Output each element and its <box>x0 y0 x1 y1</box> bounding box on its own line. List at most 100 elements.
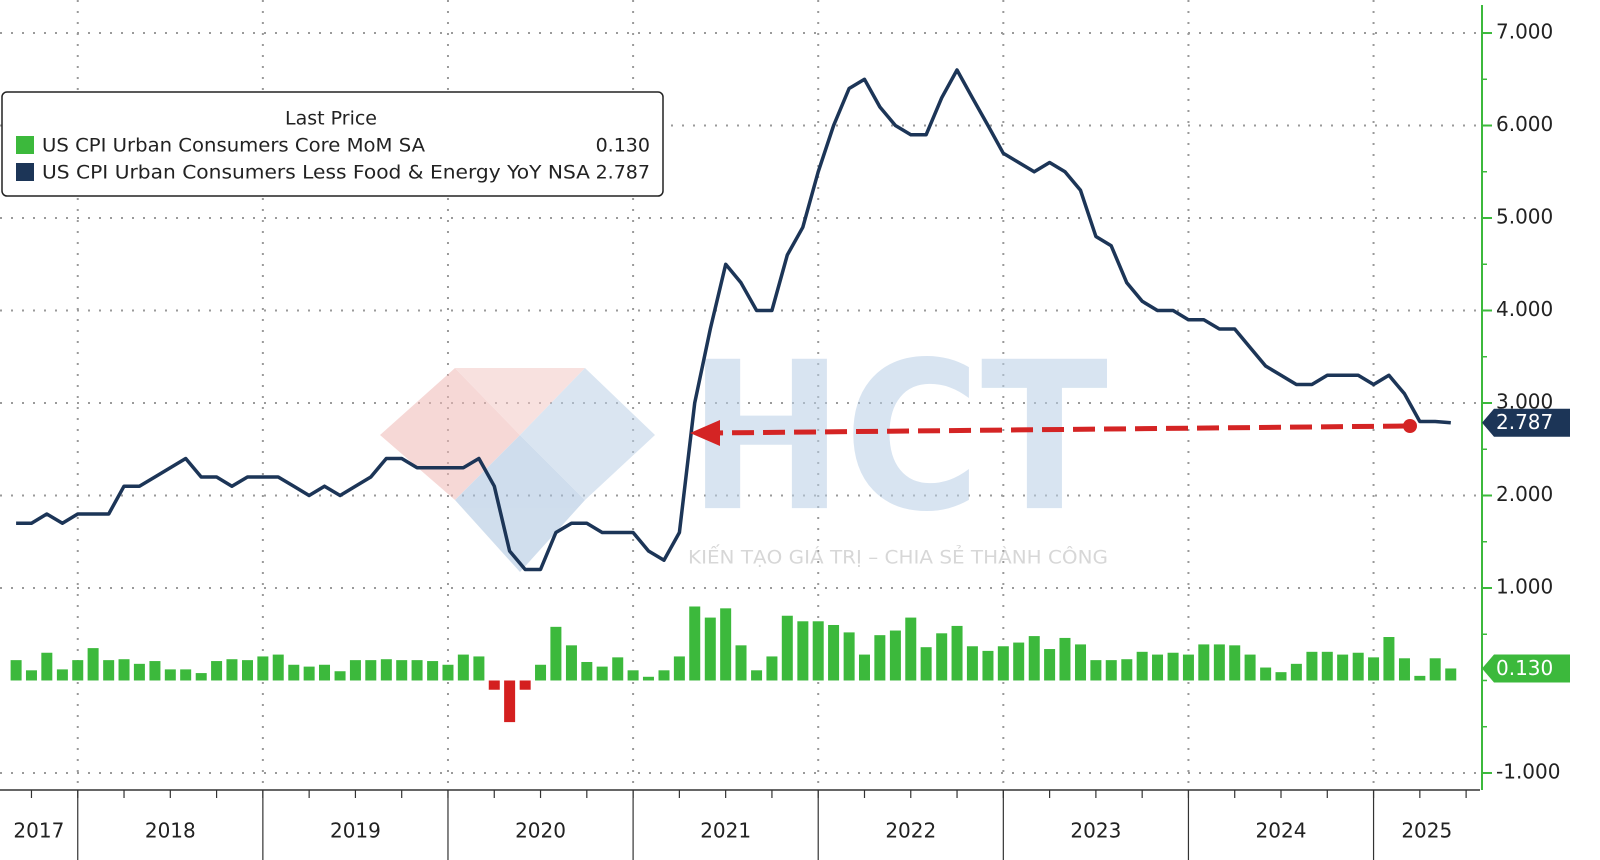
bar <box>1229 645 1241 681</box>
bar <box>396 660 408 681</box>
bar <box>1136 651 1148 681</box>
bar <box>195 673 207 681</box>
bar <box>1321 651 1333 681</box>
bar <box>1445 668 1457 681</box>
logo-shape <box>380 368 520 435</box>
bar <box>751 670 763 681</box>
x-tick-label: 2024 <box>1256 819 1307 843</box>
bar <box>272 654 284 681</box>
x-tick-label: 2017 <box>13 819 64 843</box>
bar <box>149 661 161 681</box>
bar <box>920 647 932 681</box>
legend-title: Last Price <box>285 108 377 130</box>
bar <box>936 633 948 681</box>
arrow-line <box>711 423 1406 436</box>
bar <box>1013 642 1025 681</box>
legend-swatch <box>16 163 34 181</box>
bar <box>1352 652 1364 681</box>
bar <box>550 626 562 681</box>
annotation-arrow <box>690 419 1417 446</box>
arrow-dot <box>1403 419 1417 433</box>
bar <box>25 670 37 681</box>
bar <box>349 660 361 681</box>
y-tick-label: 2.000 <box>1496 482 1553 506</box>
watermark-tagline: KIẾN TẠO GIÁ TRỊ – CHIA SẺ THÀNH CÔNG <box>688 544 1108 569</box>
bar <box>241 660 253 681</box>
bar <box>1121 659 1133 681</box>
bar <box>642 676 654 681</box>
x-tick-label: 2020 <box>515 819 566 843</box>
bar <box>581 661 593 681</box>
bar <box>334 671 346 681</box>
bar <box>689 606 701 681</box>
bar <box>226 659 238 681</box>
bar <box>997 646 1009 681</box>
grid <box>0 0 1480 790</box>
bar <box>1368 657 1380 681</box>
bar <box>1152 654 1164 681</box>
last-price-label: 0.130 <box>1496 656 1553 680</box>
bar <box>288 664 300 681</box>
bar <box>797 621 809 681</box>
bar <box>1198 644 1210 681</box>
bar <box>56 669 68 681</box>
bar <box>1290 663 1302 681</box>
bar <box>1167 652 1179 681</box>
bar <box>1105 660 1117 681</box>
bar <box>565 645 577 681</box>
y-tick-label: 5.000 <box>1496 205 1553 229</box>
bar <box>365 660 377 681</box>
bar <box>303 666 315 681</box>
last-price-tag <box>1482 654 1570 683</box>
bar <box>966 646 978 681</box>
last-price-tag <box>1482 408 1570 437</box>
bar <box>133 663 145 681</box>
bar <box>1337 654 1349 681</box>
logo-shape <box>455 435 585 572</box>
bar <box>380 659 392 681</box>
plot <box>10 68 1457 723</box>
bar <box>843 632 855 681</box>
logo-shape <box>520 368 655 435</box>
bar <box>164 669 176 681</box>
bar <box>427 661 439 681</box>
logo-shape <box>520 435 655 500</box>
y-tick-label: 1.000 <box>1496 574 1553 598</box>
bar <box>858 654 870 681</box>
bar <box>905 617 917 681</box>
legend-label: US CPI Urban Consumers Core MoM SA <box>42 135 425 157</box>
bar <box>1059 637 1071 681</box>
bar <box>1414 675 1426 681</box>
bar <box>982 650 994 681</box>
legend-box <box>1 91 664 197</box>
bar <box>457 654 469 681</box>
x-tick-label: 2019 <box>330 819 381 843</box>
bar <box>319 664 331 681</box>
bar <box>1090 660 1102 681</box>
legend: Last Price US CPI Urban Consumers Core M… <box>1 91 664 197</box>
bar <box>812 621 824 681</box>
bar <box>535 664 547 681</box>
legend-value: 0.130 <box>596 135 650 157</box>
bar <box>411 660 423 681</box>
bar <box>1075 644 1087 681</box>
y-tick-label: -1.000 <box>1496 759 1560 783</box>
bar <box>1383 637 1395 681</box>
bar <box>627 670 639 681</box>
axes: -1.0001.0002.0003.0004.0005.0006.0007.00… <box>0 5 1570 860</box>
logo-shape <box>455 368 585 435</box>
watermark: HCT KIẾN TẠO GIÁ TRỊ – CHIA SẺ THÀNH CÔN… <box>380 319 1108 572</box>
bar <box>874 635 886 681</box>
bar <box>889 630 901 681</box>
bar <box>1213 644 1225 681</box>
x-tick-label: 2023 <box>1070 819 1121 843</box>
bar <box>704 617 716 681</box>
bar <box>1429 658 1441 681</box>
bar <box>504 680 516 723</box>
bar <box>1275 672 1287 681</box>
bar <box>103 660 115 681</box>
bar <box>211 661 223 681</box>
bar <box>180 669 192 681</box>
last-price-label: 2.787 <box>1496 410 1553 434</box>
bar <box>658 670 670 681</box>
